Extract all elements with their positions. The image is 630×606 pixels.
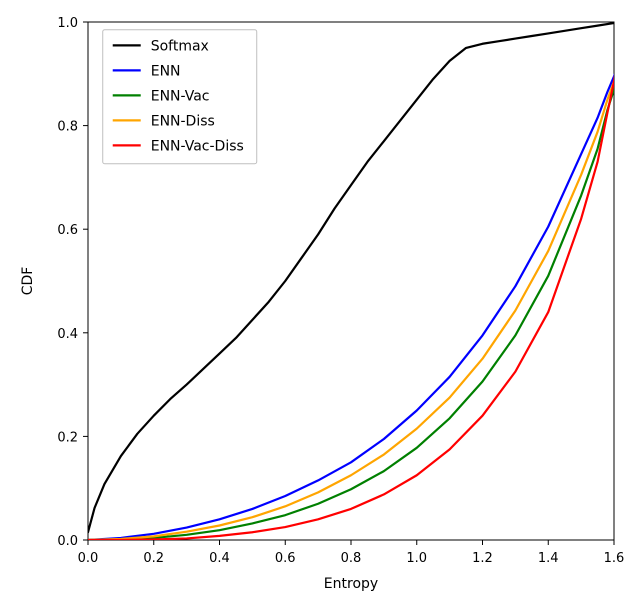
y-axis-label: CDF bbox=[20, 267, 36, 296]
legend: Softmax ENN ENN-Vac ENN-Diss ENN-Vac-Diss bbox=[103, 30, 257, 164]
x-tick-label: 0.8 bbox=[341, 551, 362, 566]
x-tick-label: 1.0 bbox=[406, 551, 427, 566]
chart-svg: 0.0 0.2 0.4 0.6 0.8 1.0 1.2 1.4 1.6 0.0 0.2 0.4 0.6 0… bbox=[0, 0, 630, 606]
x-tick-label: 1.6 bbox=[604, 551, 625, 566]
cdf-entropy-chart: 0.0 0.2 0.4 0.6 0.8 1.0 1.2 1.4 1.6 0.0 0.2 0.4 0.6 0… bbox=[0, 0, 630, 606]
x-tick-label: 0.0 bbox=[78, 551, 99, 566]
y-tick-label: 0.4 bbox=[57, 327, 78, 342]
y-tick-label: 1.0 bbox=[57, 16, 78, 31]
y-tick-label: 0.6 bbox=[57, 223, 78, 238]
legend-item-label: ENN-Diss bbox=[151, 113, 215, 129]
x-tick-label: 0.2 bbox=[143, 551, 164, 566]
legend-item-label: ENN bbox=[151, 63, 181, 79]
x-axis-label: Entropy bbox=[324, 576, 378, 592]
legend-item-label: ENN-Vac bbox=[151, 88, 210, 104]
x-tick-label: 1.4 bbox=[538, 551, 559, 566]
legend-item-label: ENN-Vac-Diss bbox=[151, 138, 244, 154]
y-tick-label: 0.0 bbox=[57, 534, 78, 549]
y-tick-label: 0.8 bbox=[57, 120, 78, 135]
x-tick-label: 0.4 bbox=[209, 551, 230, 566]
y-tick-label: 0.2 bbox=[57, 430, 78, 445]
legend-item-label: Softmax bbox=[151, 38, 209, 54]
x-tick-label: 0.6 bbox=[275, 551, 296, 566]
x-tick-label: 1.2 bbox=[472, 551, 493, 566]
